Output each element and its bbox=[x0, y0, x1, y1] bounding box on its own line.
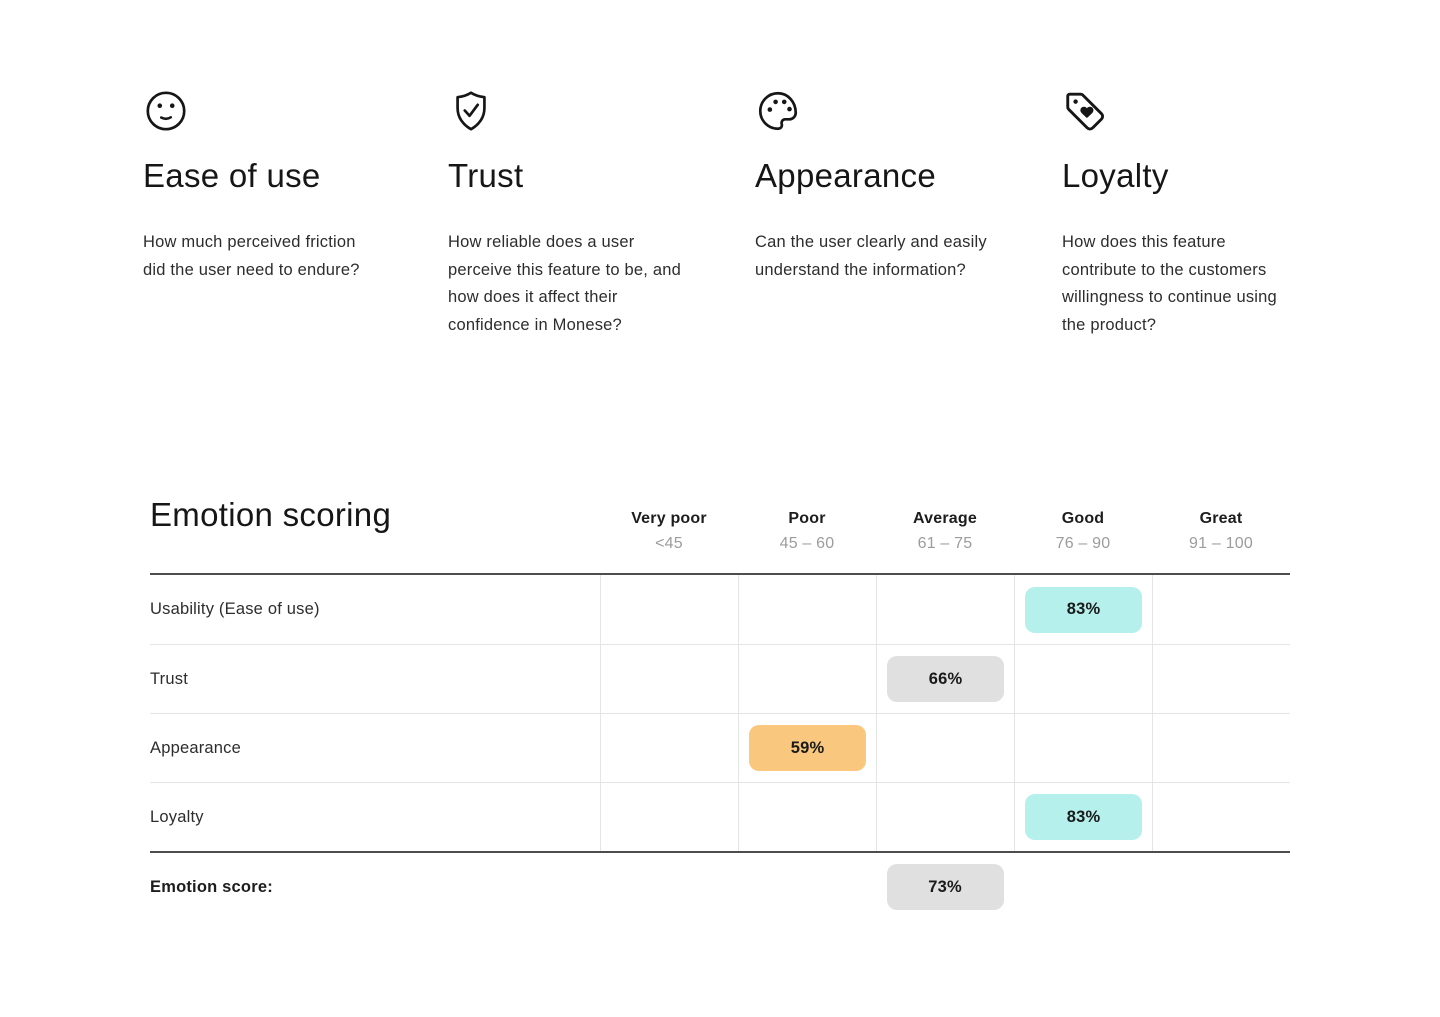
shield-check-icon bbox=[456, 91, 486, 131]
column-header-very-poor: Very poor <45 bbox=[600, 510, 738, 552]
emotion-scoring-section: Emotion scoring Very poor <45 Poor 45 – … bbox=[150, 486, 1290, 921]
cell-good bbox=[1014, 645, 1152, 713]
column-header-good: Good 76 – 90 bbox=[1014, 510, 1152, 552]
cell-average: 66% bbox=[876, 645, 1014, 713]
cell-great bbox=[1152, 783, 1290, 851]
cell-good: 83% bbox=[1014, 575, 1152, 644]
column-label: Average bbox=[913, 510, 977, 527]
column-label: Very poor bbox=[631, 510, 707, 527]
column-range: 91 – 100 bbox=[1189, 535, 1253, 552]
column-label: Great bbox=[1199, 510, 1243, 527]
scoring-header-row: Emotion scoring Very poor <45 Poor 45 – … bbox=[150, 486, 1290, 552]
row-label: Trust bbox=[150, 669, 188, 688]
cell-average bbox=[876, 783, 1014, 851]
cell-good bbox=[1014, 714, 1152, 782]
column-range: 76 – 90 bbox=[1055, 535, 1111, 552]
cell-average bbox=[876, 575, 1014, 644]
score-badge-usability: 83% bbox=[1025, 586, 1142, 633]
cell-good bbox=[1014, 853, 1152, 921]
scoring-title: Emotion scoring bbox=[150, 496, 392, 533]
column-header-poor: Poor 45 – 60 bbox=[738, 510, 876, 552]
column-label: Poor bbox=[788, 510, 826, 527]
cell-great bbox=[1152, 714, 1290, 782]
column-header-great: Great 91 – 100 bbox=[1152, 510, 1290, 552]
column-range: 45 – 60 bbox=[779, 535, 835, 552]
cell-great bbox=[1152, 645, 1290, 713]
cell-great bbox=[1152, 853, 1290, 921]
feature-description: How much perceived friction did the user… bbox=[143, 233, 360, 279]
palette-icon bbox=[758, 91, 798, 131]
cell-good: 83% bbox=[1014, 783, 1152, 851]
cell-average: 73% bbox=[876, 853, 1014, 921]
score-badge-loyalty: 83% bbox=[1025, 794, 1142, 840]
row-label: Usability (Ease of use) bbox=[150, 600, 320, 618]
table-row-loyalty: Loyalty 83% bbox=[150, 782, 1290, 851]
cell-poor bbox=[738, 853, 876, 921]
feature-card-trust: Trust How reliable does a user perceive … bbox=[448, 88, 755, 339]
cell-average bbox=[876, 714, 1014, 782]
feature-title: Appearance bbox=[755, 157, 936, 194]
feature-description: How does this feature contribute to the … bbox=[1062, 233, 1277, 334]
table-row-appearance: Appearance 59% bbox=[150, 713, 1290, 782]
feature-card-ease-of-use: Ease of use How much perceived friction … bbox=[143, 88, 448, 339]
table-row-trust: Trust 66% bbox=[150, 644, 1290, 713]
scoring-table: Usability (Ease of use) 83% Trust 66% bbox=[150, 573, 1290, 853]
emotion-score-label: Emotion score: bbox=[150, 877, 273, 896]
feature-cards: Ease of use How much perceived friction … bbox=[143, 88, 1369, 339]
feature-card-loyalty: Loyalty How does this feature contribute… bbox=[1062, 88, 1369, 339]
cell-very-poor bbox=[600, 575, 738, 644]
column-label: Good bbox=[1061, 510, 1105, 527]
cell-very-poor bbox=[600, 783, 738, 851]
table-row-usability: Usability (Ease of use) 83% bbox=[150, 575, 1290, 644]
score-badge-total: 73% bbox=[886, 864, 1004, 910]
feature-description: Can the user clearly and easily understa… bbox=[755, 233, 987, 279]
cell-great bbox=[1152, 575, 1290, 644]
feature-title: Trust bbox=[448, 157, 524, 194]
feature-title: Loyalty bbox=[1062, 157, 1169, 194]
cell-very-poor bbox=[600, 714, 738, 782]
feature-description: How reliable does a user perceive this f… bbox=[448, 233, 681, 334]
cell-very-poor bbox=[600, 853, 738, 921]
cell-poor: 59% bbox=[738, 714, 876, 782]
feature-card-appearance: Appearance Can the user clearly and easi… bbox=[755, 88, 1062, 339]
cell-poor bbox=[738, 645, 876, 713]
score-badge-trust: 66% bbox=[887, 656, 1004, 702]
cell-very-poor bbox=[600, 645, 738, 713]
tag-heart-icon bbox=[1066, 92, 1104, 131]
score-badge-appearance: 59% bbox=[749, 725, 866, 771]
emotion-score-row: Emotion score: 73% bbox=[150, 853, 1290, 921]
smiley-face-icon bbox=[146, 91, 186, 131]
row-label: Loyalty bbox=[150, 807, 204, 826]
cell-poor bbox=[738, 575, 876, 644]
row-label: Appearance bbox=[150, 738, 241, 757]
cell-poor bbox=[738, 783, 876, 851]
column-header-average: Average 61 – 75 bbox=[876, 510, 1014, 552]
column-range: <45 bbox=[655, 535, 683, 552]
column-range: 61 – 75 bbox=[917, 535, 973, 552]
feature-title: Ease of use bbox=[143, 157, 321, 194]
